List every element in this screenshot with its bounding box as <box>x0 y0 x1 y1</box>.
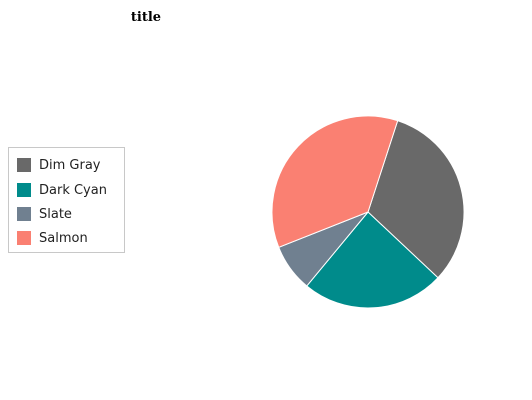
legend-label-salmon: Salmon <box>39 230 88 246</box>
chart-title: title <box>130 10 162 25</box>
pie-slice-dim-gray <box>367 120 465 279</box>
legend-item-salmon: Salmon <box>17 230 88 246</box>
legend-swatch-slate <box>17 207 31 221</box>
pie-slice-dark-cyan <box>306 211 439 309</box>
legend-swatch-dim-gray <box>17 158 31 172</box>
legend-label-dim-gray: Dim Gray <box>39 157 101 173</box>
legend-label-dark-cyan: Dark Cyan <box>39 182 107 198</box>
legend-label-slate: Slate <box>39 206 72 222</box>
legend-item-dark-cyan: Dark Cyan <box>17 182 107 198</box>
legend: Dim Gray Dark Cyan Slate Salmon <box>8 147 125 253</box>
legend-item-dim-gray: Dim Gray <box>17 157 101 173</box>
pie-slice-salmon <box>271 115 399 248</box>
legend-item-slate: Slate <box>17 206 72 222</box>
legend-swatch-salmon <box>17 231 31 245</box>
legend-swatch-dark-cyan <box>17 183 31 197</box>
